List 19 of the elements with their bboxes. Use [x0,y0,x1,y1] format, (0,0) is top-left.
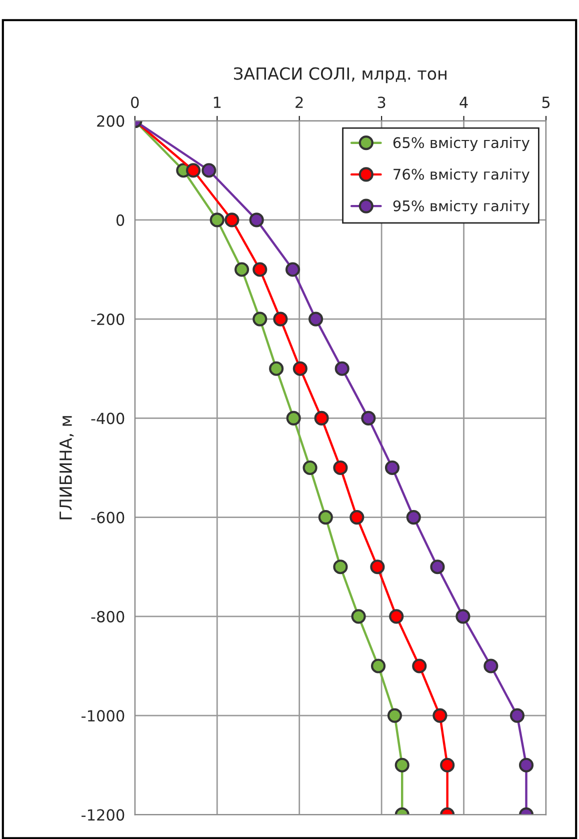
y-tick-label: -200 [91,314,124,326]
x-tick-label: 4 [460,96,468,108]
y-tick-label: 0 [116,214,124,226]
y-tick-label: -1000 [82,710,124,722]
x-tick-label: 2 [296,96,303,108]
y-tick-label: -400 [91,412,124,424]
x-tick-label: 3 [378,96,386,108]
y-tick-label: -600 [91,512,124,524]
y-tick-label: 200 [97,115,124,127]
y-axis-title: ГЛИБИНА, м [60,416,74,520]
legend-label: 76% вмісту галіту [394,168,530,183]
x-axis-title: ЗАПАСИ СОЛІ, млрд. тон [234,67,446,84]
y-tick-label: -1200 [82,809,124,821]
x-tick-label: 0 [131,96,139,108]
legend-label: 65% вмісту галіту [393,136,530,151]
x-tick-label: 1 [214,96,221,108]
y-tick-label: -800 [91,610,124,622]
legend-label: 95% вмісту галіту [393,200,530,214]
x-tick-label: 5 [542,96,550,108]
